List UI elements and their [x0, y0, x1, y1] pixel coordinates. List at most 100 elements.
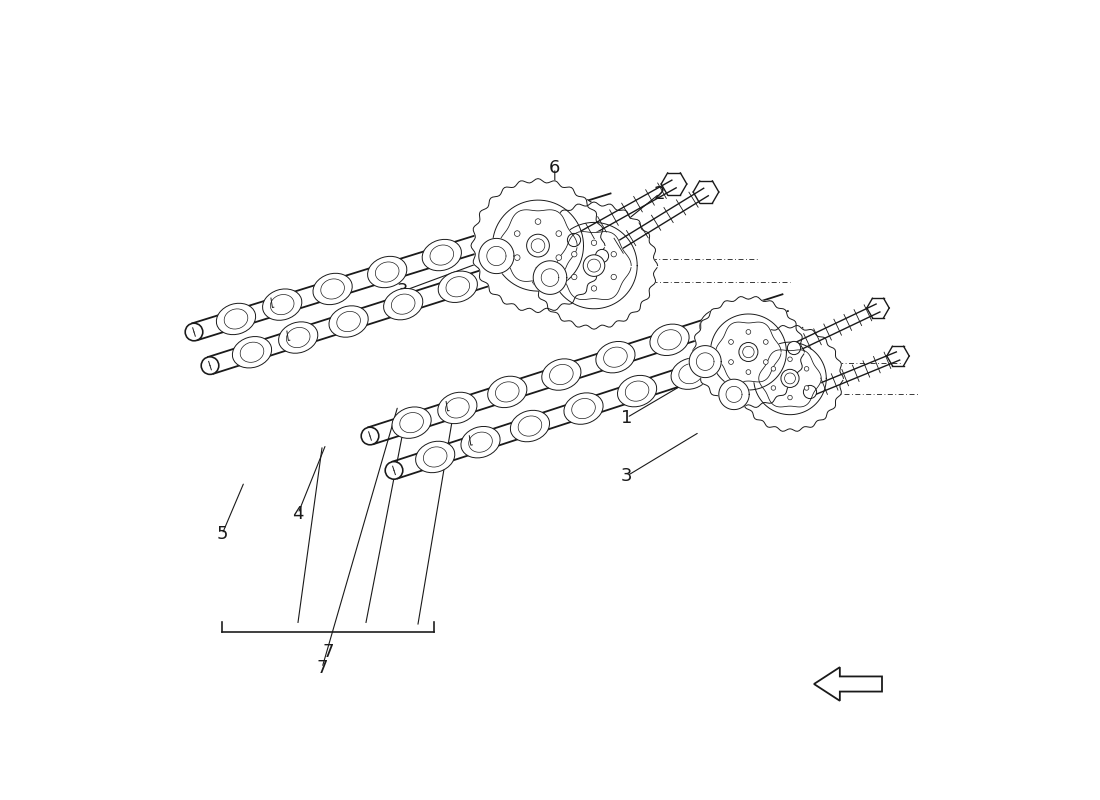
- Ellipse shape: [763, 360, 768, 365]
- Ellipse shape: [500, 259, 525, 279]
- Text: 2: 2: [790, 339, 801, 357]
- Ellipse shape: [720, 342, 760, 374]
- Ellipse shape: [527, 234, 549, 257]
- Ellipse shape: [556, 230, 562, 237]
- Ellipse shape: [803, 386, 816, 398]
- Ellipse shape: [700, 308, 739, 339]
- Ellipse shape: [536, 266, 541, 273]
- Ellipse shape: [617, 375, 657, 407]
- Ellipse shape: [788, 395, 792, 400]
- Ellipse shape: [746, 330, 751, 334]
- FancyArrow shape: [814, 667, 882, 701]
- Ellipse shape: [485, 228, 508, 248]
- Ellipse shape: [446, 277, 470, 297]
- Text: 3: 3: [397, 282, 408, 300]
- Ellipse shape: [784, 373, 795, 384]
- Polygon shape: [718, 379, 749, 410]
- Ellipse shape: [728, 339, 734, 344]
- Text: 4: 4: [293, 505, 304, 522]
- Ellipse shape: [515, 230, 520, 237]
- Ellipse shape: [551, 243, 574, 263]
- Ellipse shape: [748, 335, 790, 361]
- Ellipse shape: [788, 357, 792, 362]
- Polygon shape: [716, 322, 781, 382]
- Text: 3: 3: [621, 467, 632, 485]
- Text: 7: 7: [317, 659, 328, 677]
- Ellipse shape: [572, 274, 578, 280]
- Polygon shape: [530, 202, 658, 330]
- Ellipse shape: [321, 279, 344, 299]
- Ellipse shape: [399, 413, 424, 433]
- Ellipse shape: [375, 262, 399, 282]
- Ellipse shape: [650, 324, 689, 355]
- Ellipse shape: [596, 342, 635, 373]
- Ellipse shape: [625, 381, 649, 402]
- Ellipse shape: [610, 251, 616, 257]
- Ellipse shape: [550, 365, 573, 385]
- Text: 2: 2: [653, 185, 666, 202]
- Ellipse shape: [384, 289, 422, 320]
- Text: 7: 7: [322, 643, 333, 661]
- Ellipse shape: [592, 240, 596, 246]
- Ellipse shape: [535, 212, 559, 233]
- Ellipse shape: [536, 218, 541, 225]
- Ellipse shape: [564, 393, 603, 424]
- Polygon shape: [534, 261, 566, 294]
- Ellipse shape: [573, 229, 612, 259]
- Ellipse shape: [224, 309, 248, 329]
- Ellipse shape: [271, 294, 294, 314]
- Ellipse shape: [286, 327, 310, 348]
- Ellipse shape: [719, 302, 766, 330]
- Polygon shape: [557, 232, 631, 299]
- Ellipse shape: [185, 323, 202, 341]
- Ellipse shape: [217, 303, 255, 334]
- Ellipse shape: [658, 330, 681, 350]
- Ellipse shape: [804, 386, 808, 390]
- Ellipse shape: [554, 201, 597, 226]
- Polygon shape: [692, 297, 804, 407]
- Ellipse shape: [495, 382, 519, 402]
- Ellipse shape: [556, 254, 562, 261]
- Text: 5: 5: [217, 526, 228, 543]
- Ellipse shape: [707, 314, 732, 334]
- Ellipse shape: [385, 462, 403, 479]
- Ellipse shape: [461, 426, 500, 458]
- Ellipse shape: [240, 342, 264, 362]
- Ellipse shape: [558, 198, 595, 229]
- Ellipse shape: [572, 398, 595, 418]
- Ellipse shape: [542, 359, 581, 390]
- Ellipse shape: [571, 231, 613, 257]
- Polygon shape: [471, 178, 605, 313]
- Ellipse shape: [610, 274, 616, 280]
- Ellipse shape: [361, 427, 378, 445]
- Ellipse shape: [568, 234, 581, 246]
- Ellipse shape: [487, 376, 527, 408]
- Ellipse shape: [201, 357, 219, 374]
- Ellipse shape: [739, 336, 785, 364]
- Text: 6: 6: [549, 159, 561, 177]
- Ellipse shape: [476, 222, 516, 254]
- Ellipse shape: [543, 238, 582, 269]
- Ellipse shape: [278, 322, 318, 354]
- Ellipse shape: [422, 239, 461, 270]
- Ellipse shape: [728, 360, 734, 365]
- Ellipse shape: [469, 432, 493, 452]
- Ellipse shape: [583, 255, 605, 276]
- Ellipse shape: [804, 366, 808, 371]
- Text: 1: 1: [621, 409, 632, 426]
- Ellipse shape: [671, 358, 711, 390]
- Ellipse shape: [547, 202, 593, 230]
- Ellipse shape: [438, 392, 477, 424]
- Ellipse shape: [531, 238, 544, 253]
- Ellipse shape: [750, 333, 788, 363]
- Ellipse shape: [538, 202, 588, 232]
- Ellipse shape: [592, 286, 596, 291]
- Polygon shape: [690, 346, 722, 378]
- Ellipse shape: [518, 416, 542, 436]
- Ellipse shape: [595, 250, 608, 262]
- Ellipse shape: [232, 337, 272, 368]
- Ellipse shape: [562, 232, 608, 260]
- Ellipse shape: [438, 271, 477, 302]
- Ellipse shape: [493, 254, 532, 285]
- Ellipse shape: [263, 289, 301, 320]
